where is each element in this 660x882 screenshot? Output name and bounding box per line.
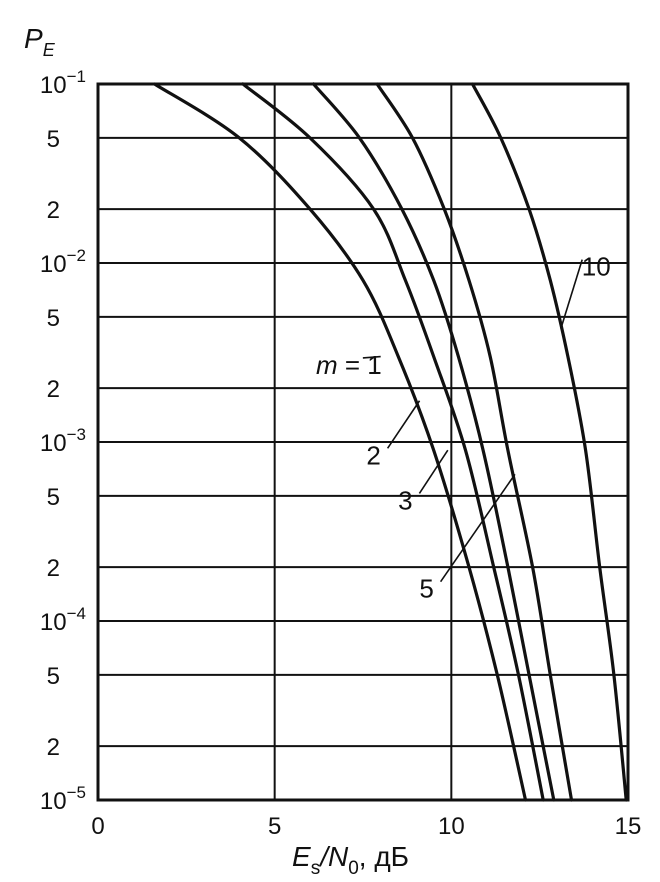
x-tick-label-1: 5 <box>268 813 281 840</box>
curve-label-leader-4 <box>560 259 583 329</box>
curve-label-2: 3 <box>398 485 412 515</box>
curve-labels: m = 1 23 5 10 <box>316 252 611 604</box>
curve-label-leader-1 <box>386 400 421 449</box>
y-tick-label-6: 10−3 <box>40 425 86 457</box>
curve-label-1: 2 <box>366 440 380 470</box>
curve-label-3: 5 <box>419 574 433 604</box>
x-tick-labels: 0 5 10 15 <box>91 813 641 840</box>
plot-frame <box>96 82 630 802</box>
y-tick-label-12: 10−5 <box>40 783 86 815</box>
y-tick-label-4: 5 <box>47 305 60 332</box>
x-tick-label-0: 0 <box>91 813 104 840</box>
y-tick-label-3: 10−2 <box>40 246 86 278</box>
series-curve-2 <box>311 82 556 802</box>
y-tick-label-9: 10−4 <box>40 604 86 636</box>
curves <box>152 82 628 802</box>
y-tick-label-5: 2 <box>47 376 60 403</box>
y-tick-label-10: 5 <box>47 663 60 690</box>
curve-label-leader-2 <box>418 449 449 494</box>
curve-label-4: 10 <box>582 252 611 282</box>
series-curve-1 <box>241 82 545 802</box>
y-tick-label-2: 2 <box>47 197 60 224</box>
series-curve-4 <box>470 82 628 802</box>
series-curve-3 <box>375 82 574 802</box>
y-tick-label-8: 2 <box>47 555 60 582</box>
curve-label-leader-0 <box>362 355 381 359</box>
x-tick-label-3: 15 <box>615 813 642 840</box>
x-axis-title: Es/N0, дБ <box>292 841 409 879</box>
y-tick-label-11: 2 <box>47 734 60 761</box>
leaders <box>362 259 583 583</box>
y-axis-title: PE <box>24 23 56 60</box>
y-tick-label-7: 5 <box>47 484 60 511</box>
y-tick-label-0: 10−1 <box>40 67 86 99</box>
x-tick-label-2: 10 <box>438 813 465 840</box>
curve-label-0: m = 1 <box>316 350 382 380</box>
grid <box>97 83 629 801</box>
series-curve-0 <box>152 82 528 802</box>
y-tick-labels: 10−1 5 2 10−2 5 2 10−3 5 2 10−4 5 2 10−5 <box>40 67 86 815</box>
y-tick-label-1: 5 <box>47 126 60 153</box>
curve-label-leader-3 <box>439 473 516 583</box>
